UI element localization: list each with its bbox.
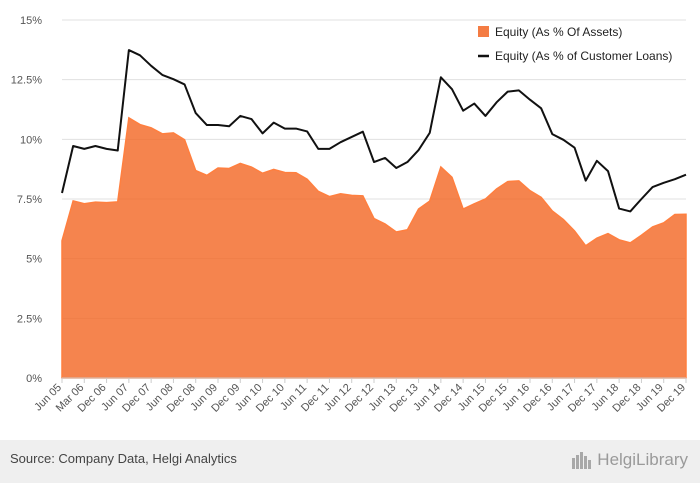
legend: Equity (As % Of Assets) Equity (As % of C… [478,25,672,63]
source-note: Source: Company Data, Helgi Analytics [10,451,237,466]
footer-bar: Source: Company Data, Helgi Analytics He… [0,440,700,483]
legend-swatch-assets [478,26,489,37]
series-equity-loans-line [61,49,687,213]
legend-label-loans: Equity (As % of Customer Loans) [495,49,672,63]
y-axis: 0% 2.5% 5% 7.5% 10% 12.5% 15% [11,15,42,385]
brand-name: HelgiLibrary [597,450,688,469]
y-tick-label: 12.5% [11,75,42,87]
series-layer [61,49,687,379]
y-tick-label: 15% [20,15,42,27]
y-tick-label: 5% [26,254,42,266]
library-icon [572,452,592,469]
y-tick-label: 2.5% [17,313,42,325]
brand-logo: HelgiLibrary [571,448,688,472]
y-tick-label: 0% [26,373,42,385]
y-tick-label: 10% [20,134,42,146]
y-tick-label: 7.5% [17,194,42,206]
series-equity-assets-area [61,116,687,379]
legend-label-assets: Equity (As % Of Assets) [495,25,622,39]
